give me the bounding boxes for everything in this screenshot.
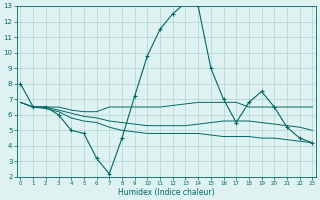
X-axis label: Humidex (Indice chaleur): Humidex (Indice chaleur): [118, 188, 215, 197]
